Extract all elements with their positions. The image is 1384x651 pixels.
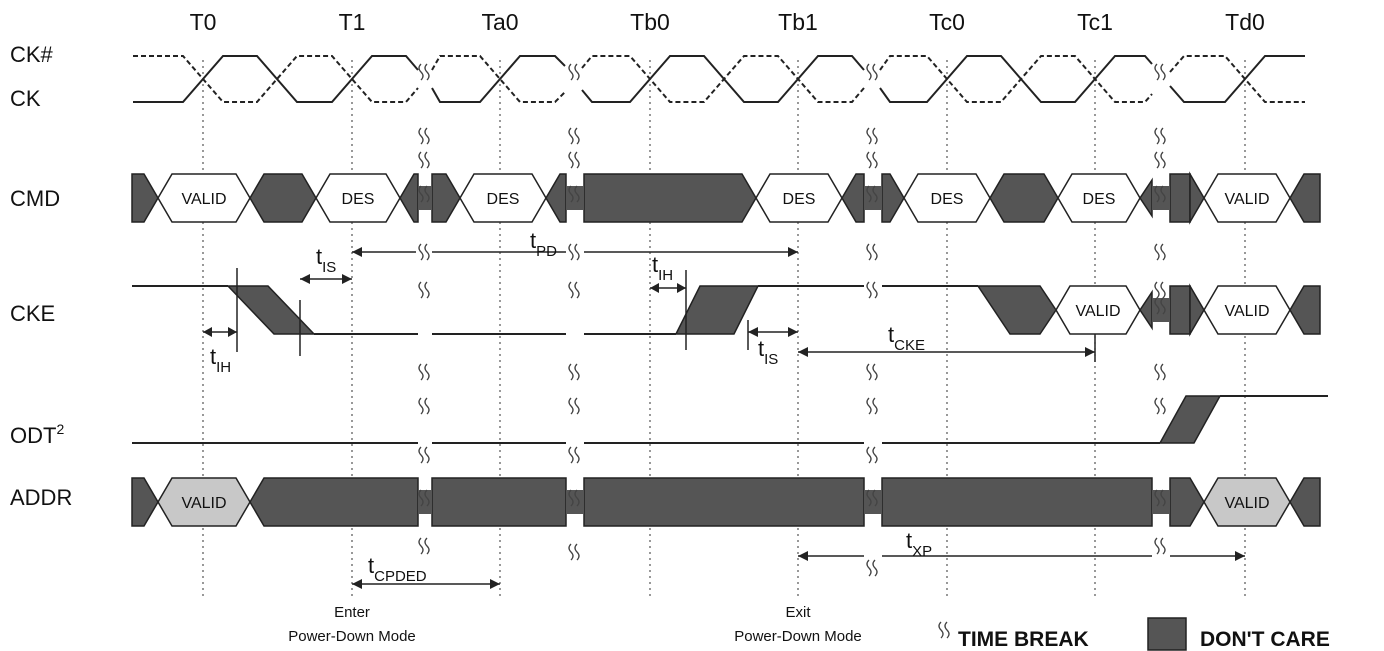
time-break-legend-icon <box>938 621 950 639</box>
cmd-des-label: DES <box>931 191 964 208</box>
cmd-box-labels: VALID DES DES DES DES DES VALID <box>181 191 1269 208</box>
cmd-valid-label: VALID <box>1224 191 1269 208</box>
tcpded-timing: tCPDED <box>352 553 500 589</box>
tcke-timing: tCKE <box>798 322 1096 362</box>
exit-note-line2: Power-Down Mode <box>734 628 862 645</box>
tih-exit-timing: tIH <box>650 252 686 293</box>
time-break-icon <box>418 63 430 81</box>
cmd-des-label: DES <box>342 191 375 208</box>
enter-note-line2: Power-Down Mode <box>288 628 416 645</box>
signal-labels: CK# CK CMD CKE ODT2 ADDR <box>10 42 72 510</box>
txp-label: tXP <box>906 528 932 560</box>
time-labels: T0 T1 Ta0 Tb0 Tb1 Tc0 Tc1 Td0 <box>190 9 1265 35</box>
cmd-valid-label: VALID <box>181 191 226 208</box>
cmd-des-label: DES <box>1083 191 1116 208</box>
tih-enter-timing: tIH <box>203 327 237 376</box>
time-label-td0: Td0 <box>1225 9 1265 35</box>
time-label-ta0: Ta0 <box>481 9 518 35</box>
signal-label-addr: ADDR <box>10 485 72 510</box>
mode-notes: Enter Power-Down Mode Exit Power-Down Mo… <box>288 604 862 645</box>
time-label-tb0: Tb0 <box>630 9 670 35</box>
cke-valid-label: VALID <box>1075 303 1120 320</box>
time-break-icon <box>866 63 878 81</box>
cmd-waveform <box>131 171 1321 225</box>
legend: TIME BREAK DON'T CARE <box>938 617 1330 651</box>
ck-waveform <box>133 55 1305 103</box>
tcpded-label: tCPDED <box>368 553 427 585</box>
signal-label-cke: CKE <box>10 301 55 326</box>
exit-note-line1: Exit <box>785 604 811 621</box>
time-break-icon <box>568 63 580 81</box>
tis-label: tIS <box>316 244 336 276</box>
legend-time-break: TIME BREAK <box>958 628 1089 651</box>
addr-waveform <box>131 477 1321 527</box>
tih-label: tIH <box>210 344 231 376</box>
cke-waveform <box>132 268 1321 356</box>
time-break-icon <box>1154 63 1166 81</box>
time-label-tb1: Tb1 <box>778 9 818 35</box>
tis-enter-timing: tIS <box>300 244 352 284</box>
signal-label-cmd: CMD <box>10 186 60 211</box>
tis-exit-timing: tIS <box>748 327 798 368</box>
addr-valid-label: VALID <box>181 495 226 512</box>
time-label-t1: T1 <box>339 9 366 35</box>
cke-valid-label: VALID <box>1224 303 1269 320</box>
dont-care-swatch <box>1147 617 1187 651</box>
time-label-t0: T0 <box>190 9 217 35</box>
cmd-des-label: DES <box>783 191 816 208</box>
addr-valid-label: VALID <box>1224 495 1269 512</box>
odt-waveform <box>132 395 1328 444</box>
addr-box-labels: VALID VALID <box>181 495 1269 512</box>
cmd-des-label: DES <box>487 191 520 208</box>
tih-label: tIH <box>652 252 673 284</box>
txp-timing: tXP <box>798 528 1245 561</box>
signal-label-ck: CK <box>10 86 41 111</box>
time-label-tc0: Tc0 <box>929 9 965 35</box>
legend-dont-care: DON'T CARE <box>1200 628 1330 651</box>
tpd-timing: tPD <box>352 228 798 260</box>
time-label-tc1: Tc1 <box>1077 9 1113 35</box>
time-gridlines <box>202 60 1246 600</box>
cke-box-labels: VALID VALID <box>1075 303 1269 320</box>
enter-note-line1: Enter <box>334 604 370 621</box>
tcke-label: tCKE <box>888 322 925 354</box>
signal-label-odt: ODT2 <box>10 421 64 448</box>
tpd-label: tPD <box>530 228 557 260</box>
signal-label-ck-n: CK# <box>10 42 54 67</box>
tis-label: tIS <box>758 336 778 368</box>
